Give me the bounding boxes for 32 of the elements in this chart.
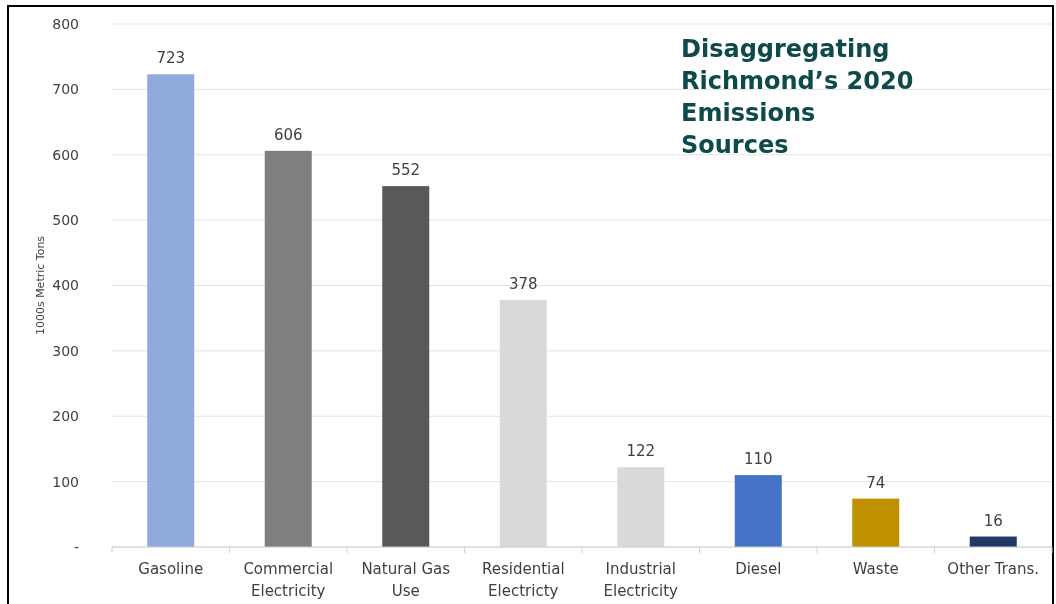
y-tick-label: 400 [52,277,79,294]
text: Disaggregating Richmond’s 2020 Emissions Sources [681,35,914,159]
data-label: 606 [273,125,303,144]
bar [852,498,900,547]
data-label: 110 [743,450,773,469]
x-tick-label: Natural Gas Use [361,560,451,600]
y-tick-label: 800 [52,15,79,32]
y-axis-title: 1000s Metric Tons [34,235,47,336]
data-label: 723 [156,49,186,68]
x-tick-label: Gasoline [138,560,204,578]
bar [734,475,782,547]
x-tick-label: Industrial Electricity [603,560,679,600]
x-tick-label: Waste [852,560,899,578]
y-tick-label: 700 [52,81,79,98]
y-tick-label: 100 [52,473,79,490]
data-label: 552 [391,161,421,180]
data-label: 74 [866,473,886,492]
bar [382,186,430,547]
x-tick-label: Other Trans. [947,560,1040,578]
data-label: 122 [626,442,656,461]
y-tick-label: 200 [52,408,79,425]
data-label: 378 [508,274,538,293]
x-tick-label: Commercial Electricity [243,560,334,600]
bar [264,150,312,547]
x-tick-label: Diesel [735,560,782,578]
bar [147,74,195,547]
y-tick-label: 500 [52,212,79,229]
data-label: 16 [983,511,1003,530]
x-tick-label: Residential Electricty [481,560,565,600]
y-tick-label: - [73,538,79,555]
y-tick-label: 300 [52,342,79,359]
y-tick-label: 600 [52,146,79,163]
